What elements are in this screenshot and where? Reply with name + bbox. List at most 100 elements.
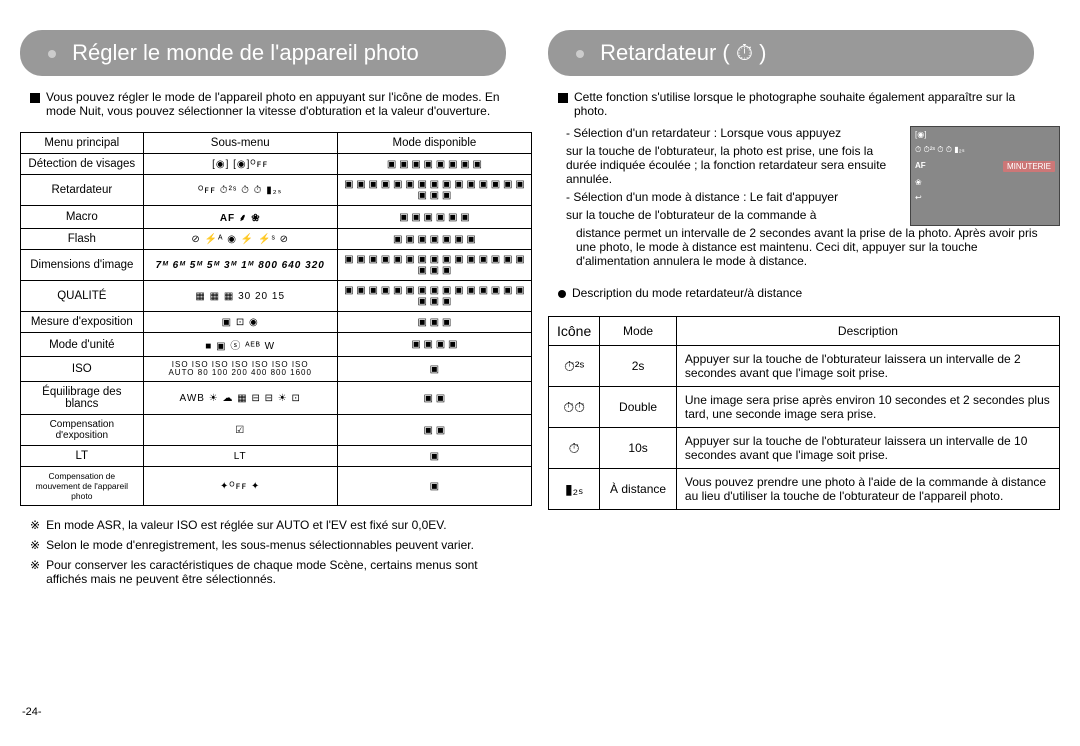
note-marker-icon: ※: [30, 558, 40, 586]
cell-menu: Détection de visages: [21, 154, 144, 175]
lcd-preview: [◉] ⏱ ⏱²ˢ ⏱ ⏱ ▮₂ₛ AF MINUTERIE ❀ ↩: [910, 126, 1060, 226]
timer-icons: ⏱ ⏱²ˢ ⏱ ⏱ ▮₂ₛ: [915, 145, 965, 155]
th-desc: Description: [676, 317, 1059, 346]
lcd-row-2: ⏱ ⏱²ˢ ⏱ ⏱ ▮₂ₛ: [911, 142, 1059, 158]
cell-menu: Dimensions d'image: [21, 250, 144, 281]
cell-mode: ▣ ▣ ▣ ▣ ▣ ▣ ▣: [337, 229, 531, 250]
sub2-rest: sur la touche de l'obturateur de la comm…: [548, 208, 900, 222]
cell-sub: AF ⸙ ❀: [143, 206, 337, 229]
cell-sub: 7ᴹ 6ᴹ 5ᴹ 5ᴹ 3ᴹ 1ᴹ 800 640 320: [143, 250, 337, 281]
cell-sub: ✦ᴼꜰꜰ ✦: [143, 467, 337, 506]
table-row: Détection de visages[◉] [◉]ᴼꜰꜰ▣ ▣ ▣ ▣ ▣ …: [21, 154, 532, 175]
table-row: Dimensions d'image7ᴹ 6ᴹ 5ᴹ 5ᴹ 3ᴹ 1ᴹ 800 …: [21, 250, 532, 281]
mode-cell: À distance: [600, 469, 677, 510]
table-row: MacroAF ⸙ ❀▣ ▣ ▣ ▣ ▣ ▣: [21, 206, 532, 229]
af-label: AF: [915, 161, 926, 172]
pill-dot-icon: [48, 50, 56, 58]
cell-mode: ▣: [337, 357, 531, 382]
right-intro-block: Cette fonction s'utilise lorsque le phot…: [548, 90, 1060, 118]
lcd-row-3: AF MINUTERIE: [911, 158, 1059, 175]
cell-mode: ▣ ▣ ▣ ▣ ▣ ▣ ▣ ▣ ▣ ▣ ▣ ▣ ▣ ▣ ▣ ▣ ▣ ▣: [337, 250, 531, 281]
bullet-dot-icon: [558, 290, 566, 298]
lcd-row-5: ↩: [911, 190, 1059, 205]
remote-icon: ▮₂ₛ: [549, 469, 600, 510]
lcd-row-1: [◉]: [911, 127, 1059, 142]
sub2-text: - Sélection d'un mode à distance : Le fa…: [566, 190, 838, 204]
left-notes: ※ En mode ASR, la valeur ISO est réglée s…: [20, 512, 532, 598]
cell-sub: ■ ▣ ⓢ ᴬᴱᴮ W: [143, 333, 337, 357]
return-icon: ↩: [915, 193, 922, 202]
cell-sub: ▦ ▦ ▦ 30 20 15: [143, 281, 337, 312]
sub1-text: - Sélection d'un retardateur : Lorsque v…: [566, 126, 841, 140]
cell-mode: ▣ ▣ ▣ ▣ ▣ ▣ ▣ ▣ ▣ ▣ ▣ ▣ ▣ ▣ ▣ ▣ ▣ ▣: [337, 175, 531, 206]
right-title-pill: Retardateur ( ⏱ ): [548, 30, 1034, 76]
th-menu: Menu principal: [21, 133, 144, 154]
cell-sub: ISO ISO ISO ISO ISO ISO ISO AUTO 80 100 …: [143, 357, 337, 382]
table-row: Retardateurᴼꜰꜰ ⏱²ˢ ⏱ ⏱ ▮₂ₛ▣ ▣ ▣ ▣ ▣ ▣ ▣ …: [21, 175, 532, 206]
sub-item-1: - Sélection d'un retardateur : Lorsque v…: [548, 126, 900, 140]
modes-table: Menu principal Sous-menu Mode disponible…: [20, 132, 532, 506]
desc-heading-block: Description du mode retardateur/à distan…: [548, 286, 1060, 300]
note-marker-icon: ※: [30, 518, 40, 532]
table-row: QUALITÉ▦ ▦ ▦ 30 20 15▣ ▣ ▣ ▣ ▣ ▣ ▣ ▣ ▣ ▣…: [21, 281, 532, 312]
face-detect-icon: [◉]: [915, 130, 926, 139]
cell-mode: ▣ ▣ ▣: [337, 312, 531, 333]
cell-menu: Mode d'unité: [21, 333, 144, 357]
cell-mode: ▣ ▣ ▣ ▣ ▣ ▣ ▣ ▣: [337, 154, 531, 175]
cell-mode: ▣ ▣ ▣ ▣ ▣ ▣: [337, 206, 531, 229]
note-item: ※ En mode ASR, la valeur ISO est réglée s…: [30, 518, 522, 532]
desc-cell: Appuyer sur la touche de l'obturateur la…: [676, 428, 1059, 469]
cell-sub: AWB ☀ ☁ ▦ ⊟ ⊟ ☀ ⊡: [143, 382, 337, 415]
lcd-row-4: ❀: [911, 175, 1059, 190]
page-number: -24-: [22, 706, 42, 718]
cell-mode: ▣ ▣ ▣ ▣ ▣ ▣ ▣ ▣ ▣ ▣ ▣ ▣ ▣ ▣ ▣ ▣ ▣ ▣: [337, 281, 531, 312]
cell-sub: ᴼꜰꜰ ⏱²ˢ ⏱ ⏱ ▮₂ₛ: [143, 175, 337, 206]
right-column: Retardateur ( ⏱ ) Cette fonction s'utili…: [548, 30, 1060, 716]
timer-desc-table: Icône Mode Description ⏱²ˢ2sAppuyer sur …: [548, 316, 1060, 510]
cell-sub: ▣ ⊡ ◉: [143, 312, 337, 333]
cell-menu: Compensation d'exposition: [21, 415, 144, 446]
cell-menu: Équilibrage des blancs: [21, 382, 144, 415]
cell-mode: ▣ ▣: [337, 415, 531, 446]
cell-mode: ▣ ▣ ▣ ▣: [337, 333, 531, 357]
right-text-block: - Sélection d'un retardateur : Lorsque v…: [548, 126, 900, 226]
cell-menu: QUALITÉ: [21, 281, 144, 312]
th-mode: Mode: [600, 317, 677, 346]
left-title: Régler le monde de l'appareil photo: [72, 40, 419, 65]
mode-cell: 10s: [600, 428, 677, 469]
note-item: ※Pour conserver les caractéristiques de …: [30, 558, 522, 586]
cell-sub: LT: [143, 446, 337, 467]
left-title-pill: Régler le monde de l'appareil photo: [20, 30, 506, 76]
desc-cell: Appuyer sur la touche de l'obturateur la…: [676, 346, 1059, 387]
th-icon: Icône: [549, 317, 600, 346]
left-column: Régler le monde de l'appareil photo Vous…: [20, 30, 532, 716]
sub1-continuation: sur la touche de l'obturateur, la photo …: [548, 144, 900, 186]
cell-mode: ▣: [337, 467, 531, 506]
mode-cell: 2s: [600, 346, 677, 387]
table-row: Mode d'unité■ ▣ ⓢ ᴬᴱᴮ W▣ ▣ ▣ ▣: [21, 333, 532, 357]
cell-menu: Flash: [21, 229, 144, 250]
cell-mode: ▣ ▣: [337, 382, 531, 415]
desc-header-row: Icône Mode Description: [549, 317, 1060, 346]
right-top-section: - Sélection d'un retardateur : Lorsque v…: [548, 126, 1060, 226]
note-text: Selon le mode d'enregistrement, les sous…: [46, 538, 474, 552]
right-intro-text: Cette fonction s'utilise lorsque le phot…: [574, 90, 1050, 118]
cell-menu: ISO: [21, 357, 144, 382]
cell-sub: ☑: [143, 415, 337, 446]
macro-icon: ❀: [915, 178, 922, 187]
square-bullet-icon: [558, 93, 568, 103]
desc-row: ⏱10sAppuyer sur la touche de l'obturateu…: [549, 428, 1060, 469]
table-row: ISOISO ISO ISO ISO ISO ISO ISO AUTO 80 1…: [21, 357, 532, 382]
note-marker-icon: ※: [30, 538, 40, 552]
th-submenu: Sous-menu: [143, 133, 337, 154]
cell-menu: Compensation de mouvement de l'appareil …: [21, 467, 144, 506]
note-text: En mode ASR, la valeur ISO est réglée su…: [46, 518, 446, 532]
table-row: Compensation de mouvement de l'appareil …: [21, 467, 532, 506]
desc-cell: Vous pouvez prendre une photo à l'aide d…: [676, 469, 1059, 510]
cell-menu: LT: [21, 446, 144, 467]
minuterie-badge: MINUTERIE: [1003, 161, 1055, 172]
table-row: LTLT▣: [21, 446, 532, 467]
timer-10s-icon: ⏱: [549, 428, 600, 469]
mode-cell: Double: [600, 387, 677, 428]
cell-mode: ▣: [337, 446, 531, 467]
